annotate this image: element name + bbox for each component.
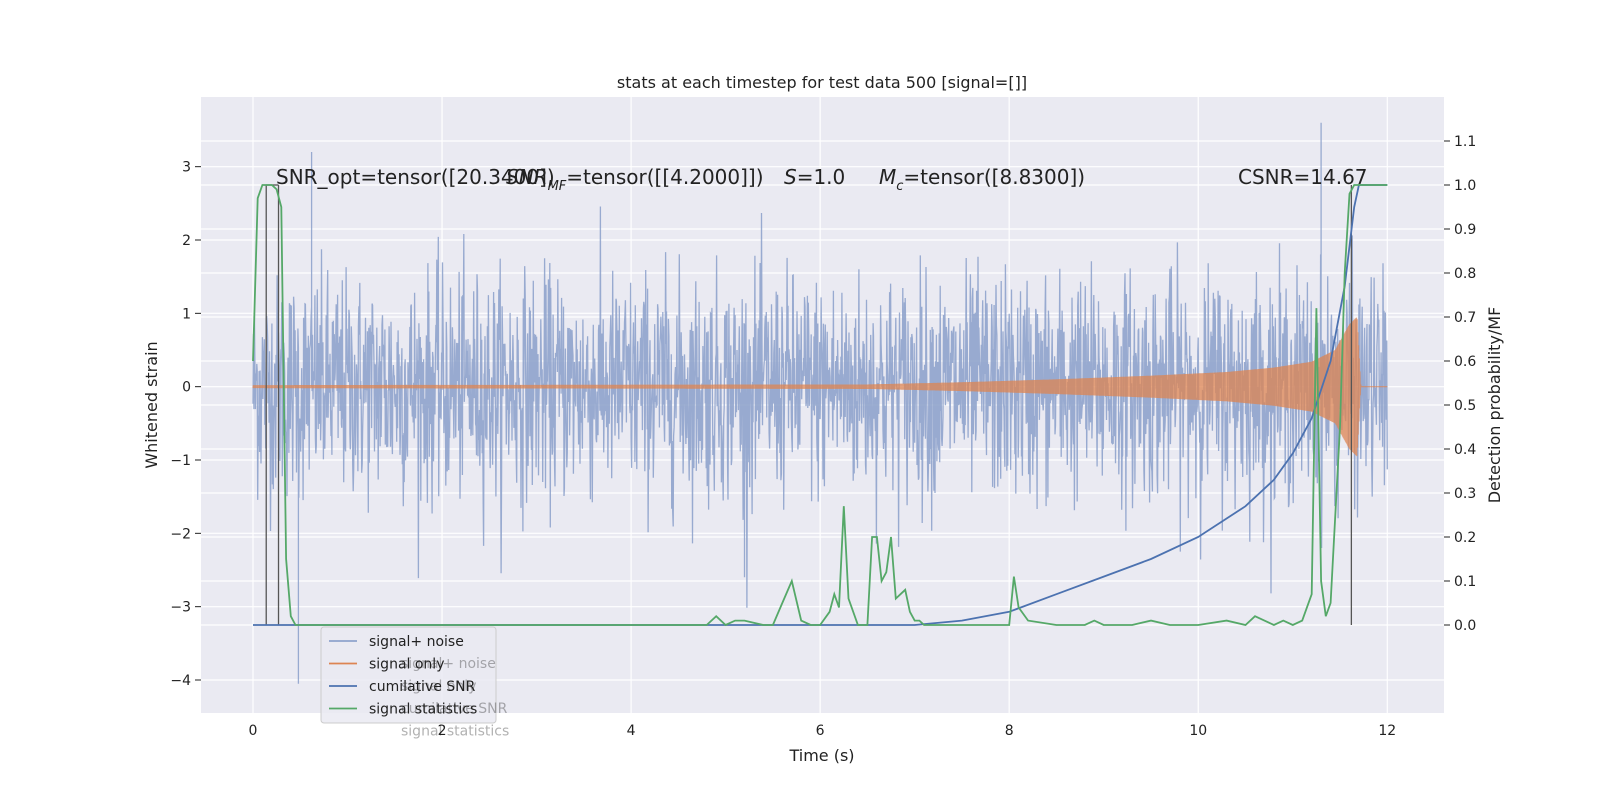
x-tick-label: 6	[816, 723, 825, 739]
y-axis-left-label: Whitened strain	[142, 341, 161, 468]
y-tick-label-right: 0.2	[1454, 530, 1476, 546]
y-axis-left-ticks: −4 −3 −2 −1 0 1 2 3	[170, 160, 201, 689]
y-tick-label-right: 0.5	[1454, 398, 1476, 414]
chart-title: stats at each timestep for test data 500…	[617, 73, 1027, 92]
x-axis-label: Time (s)	[788, 746, 854, 765]
legend-box	[320, 626, 497, 724]
x-tick-label: 4	[627, 723, 636, 739]
legend-entry-label: signal+ noise	[369, 634, 464, 650]
legend-ghost-text: signal statistics	[401, 724, 509, 740]
y-tick-label-right: 0.7	[1454, 310, 1476, 326]
annotation-s: S=1.0	[784, 165, 845, 189]
x-tick-label: 8	[1005, 723, 1014, 739]
mc-value: =tensor([8.8300])	[903, 165, 1085, 189]
annotations: SNR_opt=tensor([20.3400]) SNRMF=tensor([…	[276, 165, 1368, 194]
annotation-snr-mf: SNRMF=tensor([[4.2000]])	[506, 165, 764, 194]
annotation-csnr: CSNR=14.67	[1238, 165, 1368, 189]
y-tick-label-right: 0.3	[1454, 486, 1476, 502]
signal-noise-series	[252, 122, 1388, 684]
y-tick-label-left: 0	[182, 380, 191, 396]
y-tick-label-right: 1.1	[1454, 134, 1476, 150]
y-tick-label-left: −4	[170, 673, 191, 689]
y-tick-label-left: 2	[182, 233, 191, 249]
legend-ghost-text: signal+ noise	[401, 656, 496, 672]
cumilative-snr-series	[253, 184, 1388, 626]
x-tick-label: 12	[1378, 723, 1396, 739]
legend-entry-label: cumilative SNR	[369, 679, 476, 695]
y-tick-label-left: −1	[170, 453, 191, 469]
s-label: S	[784, 165, 797, 189]
y-tick-label-right: 0.1	[1454, 574, 1476, 590]
y-tick-label-left: −2	[170, 526, 191, 542]
s-value: =1.0	[797, 165, 846, 189]
legend-ghost-text: cumilative SNR	[401, 701, 508, 717]
snr-mf-rest: =tensor([[4.2000]])	[566, 165, 763, 189]
y-tick-label-right: 0.6	[1454, 354, 1476, 370]
detection-vlines	[265, 184, 1353, 625]
legend-entry-label: signal only	[369, 657, 444, 673]
x-tick-label: 10	[1189, 723, 1207, 739]
signal-only-series	[252, 317, 1388, 457]
legend-ghost: signal+ noise signal only cumilative SNR si…	[401, 656, 509, 740]
y-tick-label-left: 1	[182, 306, 191, 322]
signal-statistics-series	[252, 184, 1388, 627]
legend-entry-label: signal statistics	[369, 702, 477, 718]
cumilative-snr-line	[253, 184, 1388, 626]
y-axis-right-label: Detection probability/MF	[1485, 307, 1504, 504]
y-tick-label-right: 0.4	[1454, 442, 1476, 458]
snr-mf-prefix: SNR	[506, 165, 548, 189]
y-tick-label-right: 0.9	[1454, 222, 1476, 238]
y-tick-label-left: 3	[182, 160, 191, 176]
y-tick-label-right: 1.0	[1454, 178, 1476, 194]
signal-only-line	[252, 317, 1388, 457]
signal-statistics-line	[252, 184, 1388, 627]
snr-mf-sub: MF	[548, 179, 567, 194]
y-axis-right-ticks: 0.0 0.1 0.2 0.3 0.4 0.5 0.6 0.7 0.8 0.9 1.0 1.1	[1444, 134, 1476, 634]
y-tick-label-right: 0.0	[1454, 618, 1476, 634]
mc-label: M	[879, 165, 896, 189]
y-tick-label-right: 0.8	[1454, 266, 1476, 282]
x-tick-label: 0	[249, 723, 258, 739]
x-tick-label: 2	[438, 723, 447, 739]
annotation-mc: Mc=tensor([8.8300])	[879, 165, 1085, 194]
mc-sub: c	[896, 179, 903, 194]
x-axis-ticks: 0 2 4 6 8 10 12	[249, 723, 1397, 739]
signal-noise-line	[252, 122, 1388, 684]
y-tick-label-left: −3	[170, 600, 191, 616]
annotation-snr-opt: SNR_opt=tensor([20.3400])	[276, 165, 555, 189]
legend-ghost-text: signal only	[401, 679, 476, 695]
